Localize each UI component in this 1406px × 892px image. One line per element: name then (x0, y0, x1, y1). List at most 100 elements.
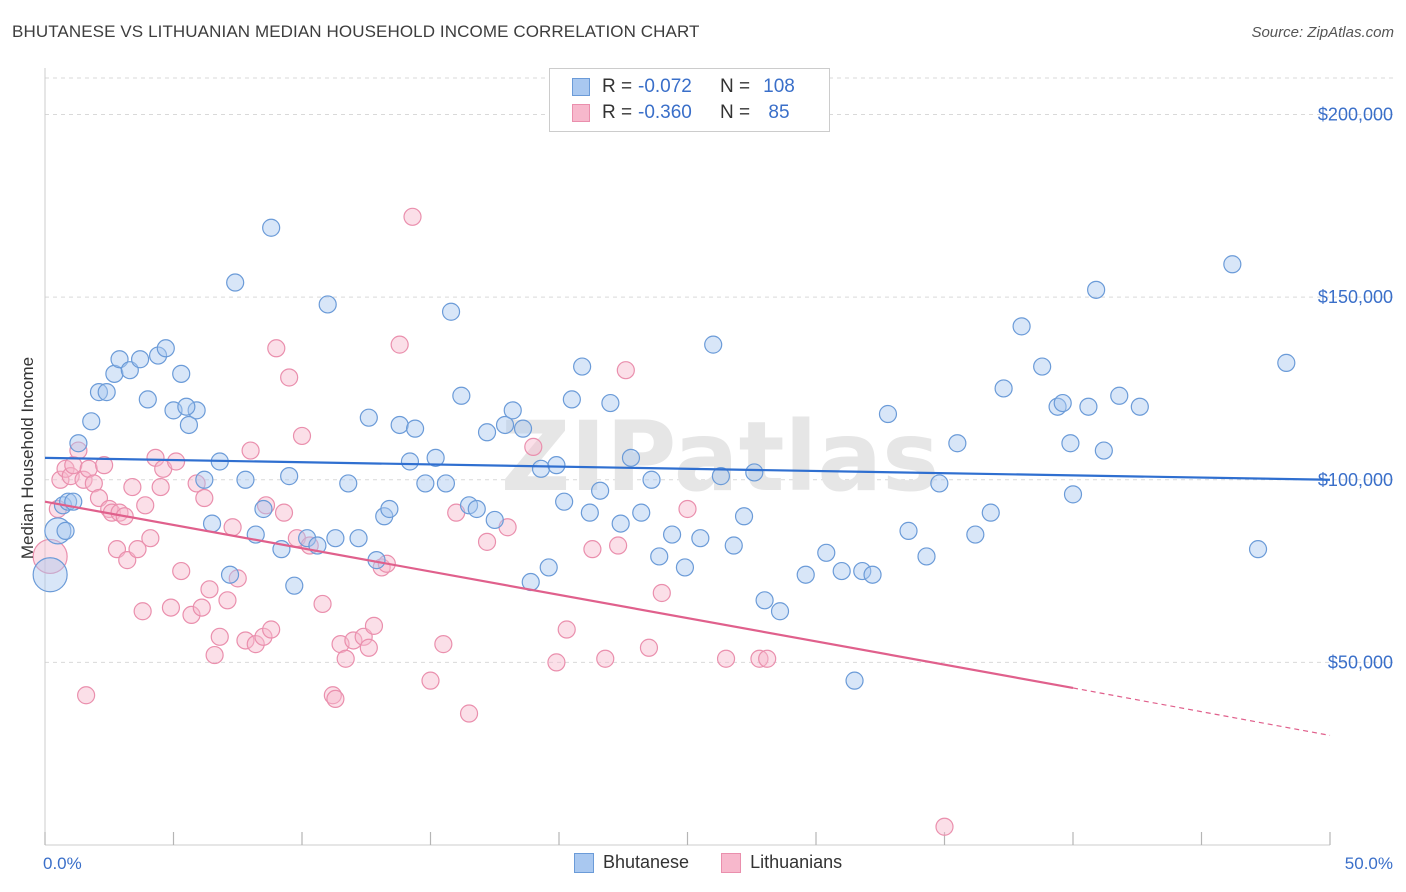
bhutanese-point (339, 474, 358, 493)
bhutanese-point (97, 383, 116, 402)
lithuanians-point (758, 649, 777, 668)
bhutanese-point (202, 514, 222, 533)
bhutanese-point (380, 499, 399, 519)
legend-item-lithuanians[interactable]: Lithuanians (721, 852, 842, 873)
bhutanese-point (573, 357, 592, 376)
lithuanians-point (326, 689, 345, 709)
bhutanese-point (863, 565, 882, 584)
lithuanians-point (172, 561, 191, 581)
lithuanians-point (935, 817, 954, 836)
series-legend: Bhutanese Lithuanians (574, 852, 874, 873)
lithuanians-point (205, 645, 224, 665)
legend-r-label: R = (602, 102, 633, 123)
bhutanese-point (966, 525, 985, 544)
lithuanians-point (51, 470, 70, 489)
bhutanese-trend-line (44, 456, 1331, 481)
legend-swatch-blue (572, 78, 590, 96)
x-ticks (44, 832, 1331, 845)
bhutanese-point (405, 419, 425, 438)
bhutanese-point (452, 386, 471, 405)
bhutanese-point (262, 218, 281, 237)
lithuanians-point (639, 638, 659, 657)
lithuanians-point (182, 605, 201, 625)
lithuanians-point (292, 426, 312, 446)
legend-r-label: R = (602, 76, 633, 97)
x-tick-label-min: 0.0% (43, 854, 82, 873)
lithuanians-point (313, 594, 332, 614)
bhutanese-point (642, 470, 661, 489)
lithuanians-point (336, 649, 355, 668)
lithuanians-point (133, 602, 152, 621)
bhutanese-point (1110, 386, 1129, 405)
bhutanese-point (513, 419, 533, 438)
lithuanians-point (192, 598, 211, 617)
lithuanians-point (596, 649, 615, 668)
bhutanese-point (177, 397, 196, 416)
bhutanese-point (220, 565, 240, 584)
lithuanians-point (609, 536, 628, 555)
lithuanians-point (218, 591, 237, 610)
bhutanese-point (485, 510, 504, 530)
legend-n-value: 108 (763, 76, 795, 97)
bhutanese-point (981, 503, 1000, 522)
bhutanese-point (724, 536, 743, 555)
legend-n-label: N = (720, 102, 751, 123)
grid-lines (45, 77, 1393, 663)
bhutanese-point (130, 350, 150, 369)
legend-r-value: -0.360 (638, 102, 692, 123)
bhutanese-point (477, 423, 497, 442)
bhutanese-point (1012, 317, 1031, 336)
bhutanese-point (770, 602, 790, 621)
bhutanese-point (704, 335, 723, 354)
legend-swatch-blue (574, 852, 594, 873)
lithuanians-point (750, 649, 769, 668)
bhutanese-point (298, 529, 317, 548)
lithuanians-point (262, 620, 281, 639)
bhutanese-point (547, 456, 566, 475)
bhutanese-point (899, 521, 918, 540)
legend-item-bhutanese[interactable]: Bhutanese (574, 852, 689, 873)
lithuanians-point (524, 437, 543, 456)
bhutanese-point (555, 492, 574, 511)
bhutanese-point (711, 467, 731, 486)
bhutanese-point (845, 671, 864, 690)
lithuanians-point (195, 488, 214, 508)
bhutanese-point (187, 401, 206, 420)
lithuanians-point (280, 368, 299, 387)
bhutanese-point (148, 346, 168, 365)
lithuanians-point (241, 441, 260, 460)
lithuanians-point (32, 538, 68, 575)
bhutanese-point (349, 529, 368, 548)
lithuanians-point (716, 649, 736, 668)
lithuanians-point (434, 635, 453, 654)
bhutanese-point (994, 379, 1013, 398)
lithuanians-point (359, 638, 378, 657)
bhutanese-point (539, 558, 558, 577)
lithuanians-point (547, 653, 566, 672)
bhutanese-point (691, 529, 710, 548)
lithuanians-point (364, 616, 384, 635)
bhutanese-point (138, 390, 157, 409)
bhutanese-point (56, 521, 75, 540)
bhutanese-point (1223, 255, 1242, 274)
bhutanese-point (878, 404, 898, 424)
bhutanese-point (467, 499, 486, 519)
watermark: ZIPatlas (501, 401, 940, 513)
lithuanians-point (459, 704, 479, 723)
legend-row-lithuanians: R = -0.360 N = 85 (572, 101, 804, 125)
bhutanese-point (817, 543, 836, 562)
lithuanians-point (390, 335, 409, 354)
bhutanese-point (591, 481, 610, 500)
bhutanese-point (1033, 357, 1052, 376)
lithuanians-trend-line (44, 500, 1074, 690)
legend-row-bhutanese: R = -0.072 N = 108 (572, 75, 804, 99)
bhutanese-point (1053, 393, 1072, 413)
legend-n-label: N = (720, 76, 751, 97)
lithuanians-point (136, 496, 155, 515)
legend-label-lithuanians: Lithuanians (750, 852, 843, 872)
bhutanese-point (285, 576, 304, 595)
lithuanians-point (421, 671, 440, 690)
bhutanese-point (580, 503, 599, 522)
bhutanese-point (44, 517, 72, 545)
bhutanese-point (632, 503, 651, 522)
